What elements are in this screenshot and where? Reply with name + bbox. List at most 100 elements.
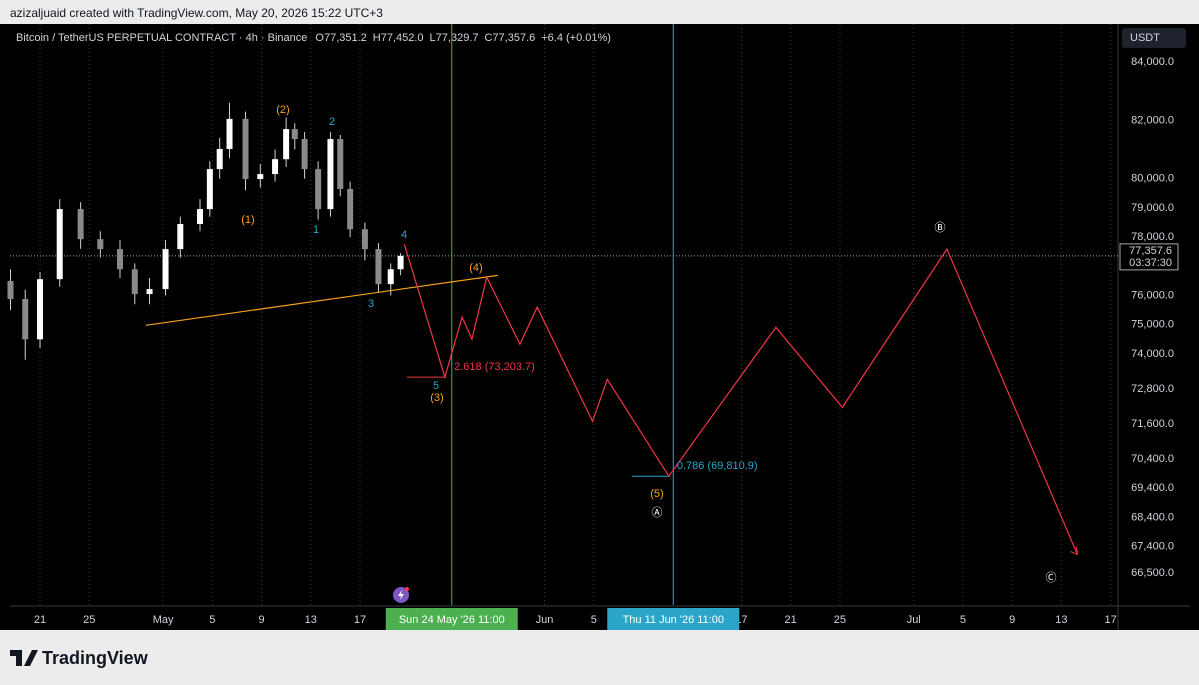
y-tick-label: 78,000.0: [1131, 231, 1174, 243]
x-tick-label: 25: [834, 614, 846, 626]
marker-box: [385, 608, 518, 630]
currency-box: [1122, 28, 1186, 48]
wave-label: (2): [276, 104, 289, 116]
wave-label: Ⓐ: [652, 506, 663, 519]
candle-body: [315, 169, 322, 210]
currency: USDT: [1130, 32, 1160, 44]
footer-logo: TradingView: [42, 648, 149, 668]
y-tick-label: 84,000.0: [1131, 56, 1174, 68]
candle-body: [216, 148, 223, 170]
y-tick-label: 69,400.0: [1131, 482, 1174, 494]
candle-body: [37, 279, 44, 340]
legend-ohlc: C77,357.6: [484, 32, 535, 44]
wave-label: 5: [433, 380, 439, 392]
candle-body: [361, 229, 368, 250]
wave-label: Ⓒ: [1046, 571, 1057, 584]
wave-label: 4: [401, 229, 407, 241]
legend-ohlc: H77,452.0: [373, 32, 424, 44]
x-tick-label: 21: [34, 614, 46, 626]
legend-ohlc: L77,329.7: [430, 32, 479, 44]
last-price-box: [1119, 243, 1179, 271]
logo-icon: [10, 650, 38, 666]
candle-body: [177, 223, 184, 250]
wave-label: (3): [430, 392, 443, 404]
y-tick-label: 67,400.0: [1131, 541, 1174, 553]
candle-body: [387, 269, 394, 285]
y-tick-label: 71,600.0: [1131, 418, 1174, 430]
marker-box: [607, 608, 740, 630]
candle-body: [146, 289, 153, 295]
candle-body: [291, 129, 298, 140]
candle-body: [337, 139, 344, 189]
x-tick-label: 21: [785, 614, 797, 626]
wave-label: 2: [329, 116, 335, 128]
wave-label: Ⓑ: [935, 221, 946, 234]
last-price-label: 77,357.6: [1129, 245, 1172, 257]
wave-label: (5): [650, 488, 663, 500]
y-tick-label: 70,400.0: [1131, 453, 1174, 465]
y-tick-label: 74,000.0: [1131, 348, 1174, 360]
candle-body: [206, 169, 213, 210]
legend-title: Bitcoin / TetherUS PERPETUAL CONTRACT · …: [16, 32, 307, 44]
wave-label: 1: [313, 224, 319, 236]
wave-label: 3: [368, 298, 374, 310]
candle-body: [22, 299, 29, 340]
wave-label: (1): [241, 214, 254, 226]
candle-body: [397, 255, 404, 270]
y-tick-label: 76,000.0: [1131, 289, 1174, 301]
y-tick-label: 80,000.0: [1131, 173, 1174, 185]
x-tick-label: 17: [1104, 614, 1116, 626]
x-tick-label: 9: [258, 614, 264, 626]
x-tick-label: 5: [591, 614, 597, 626]
candle-body: [327, 139, 334, 210]
candle-body: [77, 209, 84, 240]
fib-label: 2.618 (73,203.7): [454, 361, 535, 373]
legend-change: +6.4 (+0.01%): [541, 32, 611, 44]
x-tick-label: 5: [209, 614, 215, 626]
candle-body: [131, 269, 138, 295]
wave-label: (4): [469, 262, 482, 274]
candle-body: [56, 209, 63, 280]
marker-label: Thu 11 Jun '26 11:00: [623, 614, 724, 626]
trendline: [145, 274, 498, 326]
candle-body: [242, 118, 249, 180]
marker-label: Sun 24 May '26 11:00: [399, 614, 505, 626]
candle-body: [226, 118, 233, 149]
x-tick-label: 25: [83, 614, 95, 626]
y-tick-label: 66,500.0: [1131, 567, 1174, 579]
y-tick-label: 79,000.0: [1131, 202, 1174, 214]
candle-body: [97, 239, 104, 250]
candle-body: [7, 280, 14, 300]
candle-body: [196, 209, 203, 224]
header: azizaljuaid created with TradingView.com…: [10, 6, 383, 20]
legend-ohlc: O77,351.2: [315, 32, 366, 44]
candle-body: [117, 249, 124, 270]
x-tick-label: Jul: [907, 614, 921, 626]
candle-body: [162, 249, 169, 290]
lightning-icon: [393, 587, 409, 603]
y-tick-label: 68,400.0: [1131, 511, 1174, 523]
candle-body: [272, 159, 279, 175]
candle-body: [375, 249, 382, 285]
chart-bg: [0, 24, 1199, 630]
x-tick-label: 13: [305, 614, 317, 626]
candle-body: [347, 188, 354, 230]
y-tick-label: 75,000.0: [1131, 319, 1174, 331]
candle-body: [257, 174, 264, 180]
y-tick-label: 82,000.0: [1131, 114, 1174, 126]
x-tick-label: 17: [354, 614, 366, 626]
x-tick-label: 5: [960, 614, 966, 626]
projection-path: [403, 243, 1078, 555]
candle-body: [301, 139, 308, 170]
arrow-head: [1070, 546, 1078, 556]
x-tick-label: 9: [1009, 614, 1015, 626]
y-tick-label: 72,800.0: [1131, 383, 1174, 395]
last-price-countdown: 03:37:30: [1129, 257, 1172, 269]
x-tick-label: May: [153, 614, 174, 626]
x-tick-label: 13: [1055, 614, 1067, 626]
candle-body: [283, 129, 290, 160]
fib-label: 0.786 (69,810.9): [677, 460, 758, 472]
x-tick-label: Jun: [536, 614, 554, 626]
